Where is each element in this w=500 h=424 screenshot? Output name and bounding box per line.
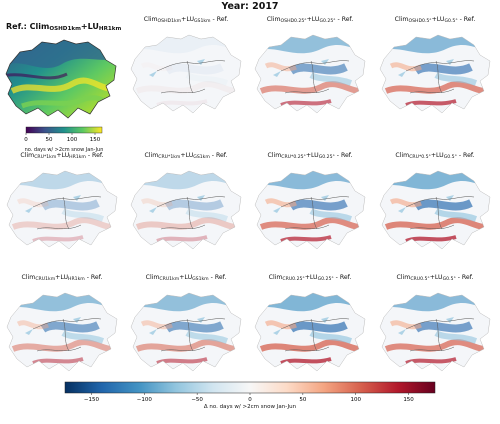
difference-map-6 [254, 170, 366, 250]
difference-colorbar: −150 −100 −50 0 50 100 150 [64, 381, 436, 402]
diff-tick-label: 50 [299, 397, 306, 402]
reference-colorbar: 0 50 100 150 [24, 126, 103, 143]
difference-map-9 [130, 292, 242, 372]
reference-colorbar-label: no. days w/ >2cm snow Jan-Jun [24, 147, 104, 153]
panel-title-5: ClimCRU*1km+LUGS1km - Ref. [144, 152, 228, 160]
reference-title: Ref.: ClimOSHD1km+LUHR1km [6, 22, 122, 32]
difference-map-7 [379, 170, 491, 250]
panel-title-4: ClimCRU*1km+LUHR1km - Ref. [20, 152, 104, 160]
diff-tick-label: 150 [403, 397, 414, 402]
ref-tick-0: 0 [24, 137, 28, 143]
difference-map-1 [130, 34, 242, 114]
panel-title-3: ClimOSHD0.5°+LUG0.5° - Ref. [394, 16, 476, 24]
reference-snow-map [5, 39, 117, 119]
panel-title-11: ClimCRU0.5°+LUG0.5° - Ref. [396, 274, 474, 282]
ref-tick-100: 100 [67, 137, 78, 143]
difference-map-2 [254, 34, 366, 114]
difference-map-11 [379, 292, 491, 372]
figure-title: Year: 2017 [221, 1, 279, 12]
difference-map-8 [6, 292, 118, 372]
diff-tick-label: −150 [84, 397, 100, 402]
diff-tick-label: 0 [248, 397, 252, 402]
difference-colorbar-label: Δ no. days w/ >2cm snow Jan-Jun [203, 404, 297, 410]
difference-map-5 [130, 170, 242, 250]
diff-tick-label: −50 [191, 397, 203, 402]
difference-map-10 [254, 292, 366, 372]
diff-tick-label: 100 [350, 397, 361, 402]
panel-title-2: ClimOSHD0.25°+LUG0.25° - Ref. [266, 16, 354, 24]
difference-map-4 [6, 170, 118, 250]
ref-tick-50: 50 [46, 137, 53, 143]
diff-tick-label: −100 [137, 397, 153, 402]
panel-title-8: ClimCRU1km+LUHR1km - Ref. [21, 274, 103, 282]
panel-title-1: ClimOSHD1km+LUGS1km - Ref. [143, 16, 229, 24]
panel-title-6: ClimCRU*0.25°+LUG0.25° - Ref. [267, 152, 353, 160]
panel-title-7: ClimCRU*0.5°+LUG0.5° - Ref. [395, 152, 475, 160]
difference-map-3 [379, 34, 491, 114]
ref-tick-150: 150 [90, 137, 101, 143]
panel-title-10: ClimCRU0.25°+LUG0.25° - Ref. [268, 274, 352, 282]
panel-title-9: ClimCRU1km+LUGS1km - Ref. [145, 274, 227, 282]
